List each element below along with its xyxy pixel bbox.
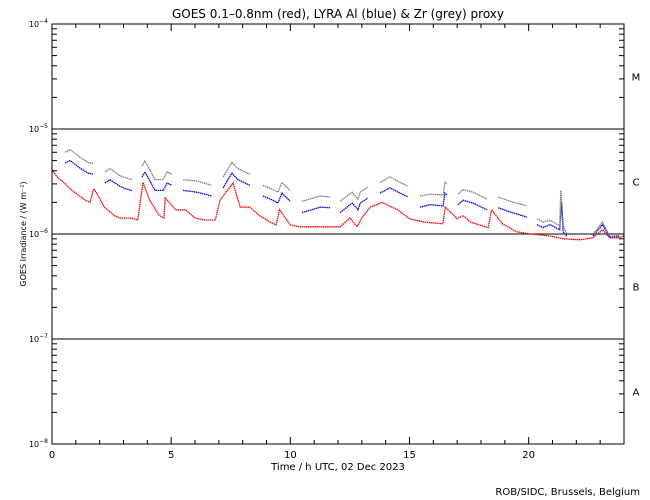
series-line-lyra-al-proxy xyxy=(183,189,213,197)
series-line-lyra-zr-proxy xyxy=(64,148,94,165)
y-tick-base: 10 xyxy=(29,20,39,29)
flare-class-label: B xyxy=(633,283,640,294)
x-tick-label: 5 xyxy=(168,450,174,461)
y-tick-exponent: −5 xyxy=(39,123,48,130)
series-line-lyra-al-proxy xyxy=(141,170,173,192)
series-line-lyra-zr-proxy xyxy=(301,195,331,202)
y-tick-base: 10 xyxy=(29,440,39,449)
series-line-goes-0-1-0-8nm xyxy=(51,169,625,241)
y-tick-base: 10 xyxy=(29,230,39,239)
series-line-lyra-zr-proxy xyxy=(592,220,620,237)
chart-title: GOES 0.1–0.8nm (red), LYRA Al (blue) & Z… xyxy=(172,7,504,21)
y-tick-label: 10−5 xyxy=(29,123,48,134)
series-line-lyra-al-proxy xyxy=(592,223,620,238)
x-tick-label: 20 xyxy=(522,450,535,461)
flare-class-label: M xyxy=(632,73,641,84)
x-axis-label: Time / h UTC, 02 Dec 2023 xyxy=(270,462,405,473)
series-line-lyra-zr-proxy xyxy=(379,176,409,187)
y-tick-base: 10 xyxy=(29,335,39,344)
series-line-lyra-al-proxy xyxy=(262,191,291,205)
series-line-lyra-al-proxy xyxy=(222,172,251,189)
y-tick-label: 10−8 xyxy=(29,438,48,449)
series-line-lyra-al-proxy xyxy=(339,197,369,214)
y-tick-exponent: −4 xyxy=(39,18,48,25)
series-line-lyra-al-proxy xyxy=(497,207,528,218)
y-tick-label: 10−6 xyxy=(29,228,48,239)
y-tick-exponent: −6 xyxy=(39,228,48,235)
y-tick-label: 10−4 xyxy=(29,18,48,29)
y-axis-label: GOES Irradiance / (W m⁻²) xyxy=(19,181,28,286)
y-tick-exponent: −7 xyxy=(39,333,48,340)
series-line-lyra-al-proxy xyxy=(457,199,488,211)
y-tick-label: 10−7 xyxy=(29,333,48,344)
x-tick-label: 15 xyxy=(403,450,416,461)
series-line-lyra-zr-proxy xyxy=(262,181,291,194)
series-line-lyra-al-proxy xyxy=(64,159,94,175)
series-line-lyra-al-proxy xyxy=(104,178,133,192)
series-line-lyra-al-proxy xyxy=(379,187,409,198)
x-tick-label: 10 xyxy=(284,450,297,461)
series-line-lyra-zr-proxy xyxy=(222,161,251,178)
x-tick-label: 0 xyxy=(49,450,55,461)
series-line-lyra-zr-proxy xyxy=(183,178,213,187)
credit-text: ROB/SIDC, Brussels, Belgium xyxy=(495,487,640,498)
series-line-lyra-zr-proxy xyxy=(497,196,528,207)
series-line-lyra-zr-proxy xyxy=(536,190,568,235)
series-line-lyra-zr-proxy xyxy=(457,188,488,200)
series-line-lyra-zr-proxy xyxy=(141,159,173,181)
flare-class-label: C xyxy=(633,178,640,189)
series-line-lyra-al-proxy xyxy=(419,191,448,208)
y-tick-base: 10 xyxy=(29,125,39,134)
series-line-lyra-zr-proxy xyxy=(339,186,369,202)
series-line-lyra-al-proxy xyxy=(536,202,568,237)
series-line-lyra-zr-proxy xyxy=(104,167,133,181)
y-tick-exponent: −8 xyxy=(39,438,48,445)
series-line-lyra-al-proxy xyxy=(301,206,331,214)
series-line-lyra-zr-proxy xyxy=(419,181,448,197)
flare-class-label: A xyxy=(633,388,640,399)
